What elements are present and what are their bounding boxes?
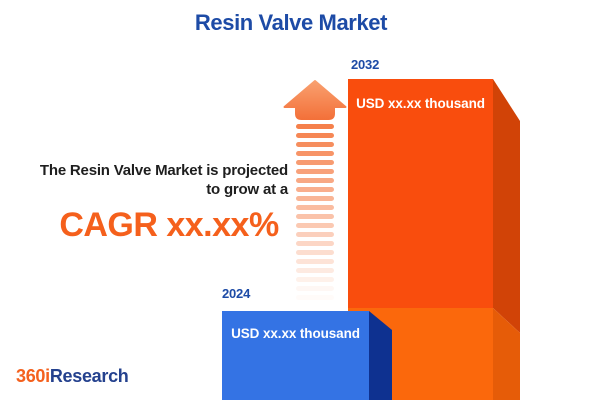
page-title: Resin Valve Market [194,10,388,35]
arrow-head [283,80,347,120]
value-label-2032: USD xx.xx thousand [356,96,485,111]
brand-logo: 360iResearch [16,366,129,387]
arrow-stripes [296,124,334,291]
year-label-2024: 2024 [222,286,251,301]
growth-arrow-icon [283,80,347,291]
projection-line-1: The Resin Valve Market is projected [39,162,288,179]
projection-text-block: The Resin Valve Market is projected to g… [20,161,288,245]
bar-2032 [348,79,520,400]
cagr-highlight: CAGR xx.xx% [59,206,279,244]
bar-2032-side-upper [493,79,520,333]
projection-line-2: to grow at a [206,181,288,198]
bar-2032-front-upper [348,79,493,308]
bar-2024-front [222,311,369,400]
brand-logo-suffix: Research [49,366,129,386]
bar-2032-side-lower [493,308,520,400]
bar-2024 [222,311,392,400]
brand-logo-prefix: 360i [16,366,50,386]
year-label-2032: 2032 [351,57,380,72]
bar-2024-side [369,311,392,400]
value-label-2024: USD xx.xx thousand [231,326,360,341]
